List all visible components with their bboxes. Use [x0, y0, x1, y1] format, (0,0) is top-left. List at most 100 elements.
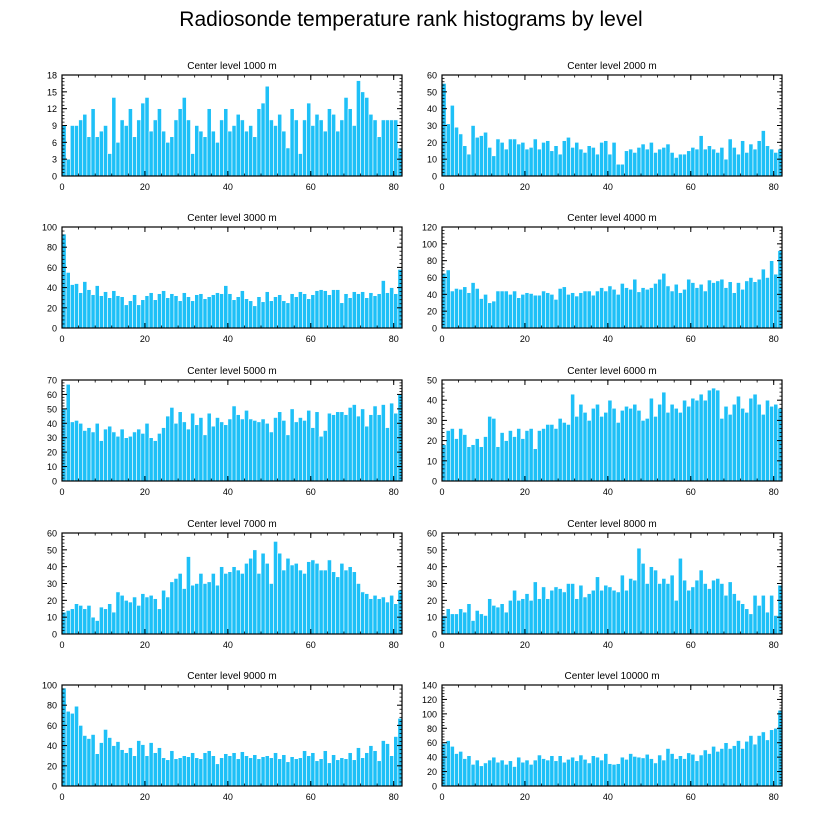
bar: [285, 761, 291, 787]
bar: [462, 434, 468, 482]
bar: [318, 435, 324, 482]
bar: [686, 278, 692, 329]
y-tick-label: 20: [427, 436, 437, 446]
x-tick-label: 60: [306, 182, 316, 192]
bar: [115, 295, 121, 329]
x-tick-label: 60: [686, 640, 696, 650]
bar: [264, 755, 270, 787]
y-tick-label: 40: [427, 396, 437, 406]
bar: [736, 395, 741, 482]
bar: [682, 758, 687, 787]
bar: [202, 752, 208, 787]
x-tick-label: 20: [140, 487, 150, 497]
y-tick-label: 10: [47, 462, 57, 472]
bar: [69, 125, 75, 177]
bar: [393, 736, 399, 787]
bar: [462, 145, 468, 177]
bar: [235, 758, 241, 787]
y-tick-label: 60: [427, 71, 437, 81]
bar: [165, 759, 171, 787]
y-tick-label: 50: [427, 376, 437, 386]
y-tick-label: 100: [422, 709, 437, 719]
bar: [273, 296, 278, 329]
bar: [736, 600, 741, 635]
bar: [269, 583, 274, 635]
bar: [69, 421, 75, 482]
y-tick-label: 60: [47, 263, 57, 273]
bar: [119, 749, 125, 787]
bar: [260, 756, 266, 787]
bar: [82, 113, 88, 177]
y-tick-label: 30: [427, 121, 437, 131]
bar: [86, 136, 92, 177]
y-tick-label: 40: [427, 562, 437, 572]
bar: [632, 579, 638, 635]
bar: [669, 152, 675, 177]
bar: [694, 399, 700, 482]
x-tick-label: 0: [59, 182, 64, 192]
bar: [470, 620, 476, 635]
bar: [611, 407, 617, 482]
bar: [470, 444, 476, 482]
bar: [144, 97, 150, 177]
bar: [177, 573, 183, 635]
bar: [653, 762, 658, 787]
bar: [78, 119, 84, 177]
bar: [74, 705, 79, 787]
bar: [512, 290, 517, 329]
bar: [360, 757, 365, 787]
bar: [636, 409, 642, 482]
bar: [570, 583, 575, 635]
bar: [640, 757, 646, 787]
bar: [285, 434, 291, 482]
bar: [557, 755, 563, 787]
bar: [385, 743, 390, 787]
bar: [479, 135, 484, 177]
bar: [611, 589, 617, 635]
bar: [277, 758, 283, 787]
bar: [470, 282, 476, 329]
bar: [202, 434, 208, 482]
bar: [624, 759, 629, 787]
bar: [752, 281, 758, 329]
bar: [619, 409, 625, 482]
bar: [293, 296, 299, 329]
bar: [132, 294, 137, 329]
y-tick-label: 120: [422, 695, 437, 705]
bar: [632, 278, 638, 329]
bar: [347, 752, 353, 787]
y-tick-label: 80: [47, 243, 57, 253]
bar: [586, 420, 592, 482]
bar: [111, 745, 117, 787]
bar: [380, 280, 386, 329]
bar: [376, 598, 382, 635]
bar: [644, 753, 650, 787]
bar: [628, 148, 634, 177]
bar: [561, 761, 567, 787]
x-tick-label: 20: [140, 640, 150, 650]
bar: [181, 292, 187, 329]
bar: [532, 294, 538, 329]
bar: [314, 113, 320, 177]
bar: [198, 130, 204, 177]
bar: [194, 294, 200, 329]
bar: [269, 431, 274, 482]
bar: [302, 573, 307, 635]
bar: [748, 397, 754, 482]
x-tick-label: 60: [306, 487, 316, 497]
y-tick-label: 100: [42, 223, 57, 233]
bar: [223, 108, 229, 177]
y-tick-label: 30: [47, 433, 57, 443]
bar: [773, 403, 779, 482]
bar: [711, 148, 716, 177]
bar: [632, 756, 638, 787]
bar: [653, 416, 658, 482]
bar: [327, 108, 332, 177]
bar: [470, 764, 476, 787]
bar: [611, 288, 617, 329]
bar: [318, 289, 324, 329]
bar: [372, 750, 378, 787]
bar: [686, 589, 692, 635]
bar: [748, 613, 754, 635]
